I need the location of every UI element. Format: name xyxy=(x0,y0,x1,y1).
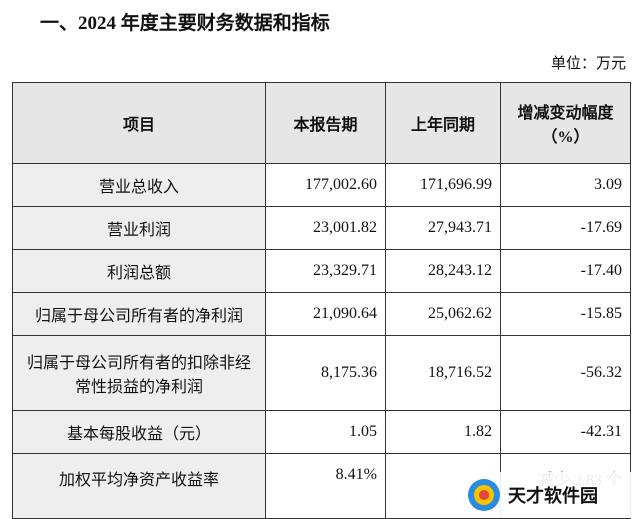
table-row: 基本每股收益（元） 1.05 1.82 -42.31 xyxy=(12,410,631,454)
item-cell: 归属于母公司所有者的净利润 xyxy=(12,292,266,336)
item-cell: 加权平均净资产收益率 xyxy=(12,453,266,519)
item-cell: 营业利润 xyxy=(12,206,266,250)
value-cell: 3.09 xyxy=(500,163,631,207)
value-cell: 27,943.71 xyxy=(385,206,501,250)
table-body: 营业总收入 177,002.60 171,696.99 3.09 营业利润 23,001.… xyxy=(12,163,631,519)
watermark-text: 天才软件园 xyxy=(508,486,598,507)
item-cell: 归属于母公司所有者的扣除非经常性损益的净利润 xyxy=(12,335,266,411)
table-row: 归属于母公司所有者的净利润 21,090.64 25,062.62 -15.85 xyxy=(12,292,631,336)
value-cell: 1.82 xyxy=(385,410,501,454)
item-cell: 利润总额 xyxy=(12,249,266,293)
watermark-logo xyxy=(468,479,500,511)
value-cell: 23,329.71 xyxy=(265,249,386,293)
unit: 单位：万元 xyxy=(550,56,626,72)
value-cell: -15.85 xyxy=(500,292,631,336)
header-cell: 项目 xyxy=(12,82,266,164)
table-row: 营业总收入 177,002.60 171,696.99 3.09 xyxy=(12,163,631,207)
value-cell: -42.31 xyxy=(500,410,631,454)
table-row: 利润总额 23,329.71 28,243.12 -17.40 xyxy=(12,249,631,293)
data-table: 项目 本报告期 上年同期 增减变动幅度（%） 营业总收入 177,002.60 171,6… xyxy=(12,82,631,519)
item-cell: 基本每股收益（元） xyxy=(12,410,266,454)
value-cell: 25,062.62 xyxy=(385,292,501,336)
item-cell: 营业总收入 xyxy=(12,163,266,207)
value-cell: 28,243.12 xyxy=(385,249,501,293)
value-cell: 21,090.64 xyxy=(265,292,386,336)
value-cell: -17.40 xyxy=(500,249,631,293)
value-cell: 8.41% xyxy=(265,453,386,519)
value-cell: 171,696.99 xyxy=(385,163,501,207)
header-cell: 上年同期 xyxy=(385,82,501,164)
header-cell: 增减变动幅度（%） xyxy=(500,82,631,164)
value-cell: 18,716.52 xyxy=(385,335,501,411)
value-cell: 1.05 xyxy=(265,410,386,454)
value-cell: 177,002.60 xyxy=(265,163,386,207)
value-cell: -17.69 xyxy=(500,206,631,250)
value-cell: -56.32 xyxy=(500,335,631,411)
header-row: 项目 本报告期 上年同期 增减变动幅度（%） xyxy=(12,82,631,164)
title: 一、2024 年度主要财务数据和指标 xyxy=(40,13,330,34)
table-row: 营业利润 23,001.82 27,943.71 -17.69 xyxy=(12,206,631,250)
header-cell: 本报告期 xyxy=(265,82,386,164)
table-row: 归属于母公司所有者的扣除非经常性损益的净利润 8,175.36 18,716.52-… xyxy=(12,335,631,411)
watermark: 天才软件园 xyxy=(462,472,640,518)
value-cell: 23,001.82 xyxy=(265,206,386,250)
value-cell: 8,175.36 xyxy=(265,335,386,411)
